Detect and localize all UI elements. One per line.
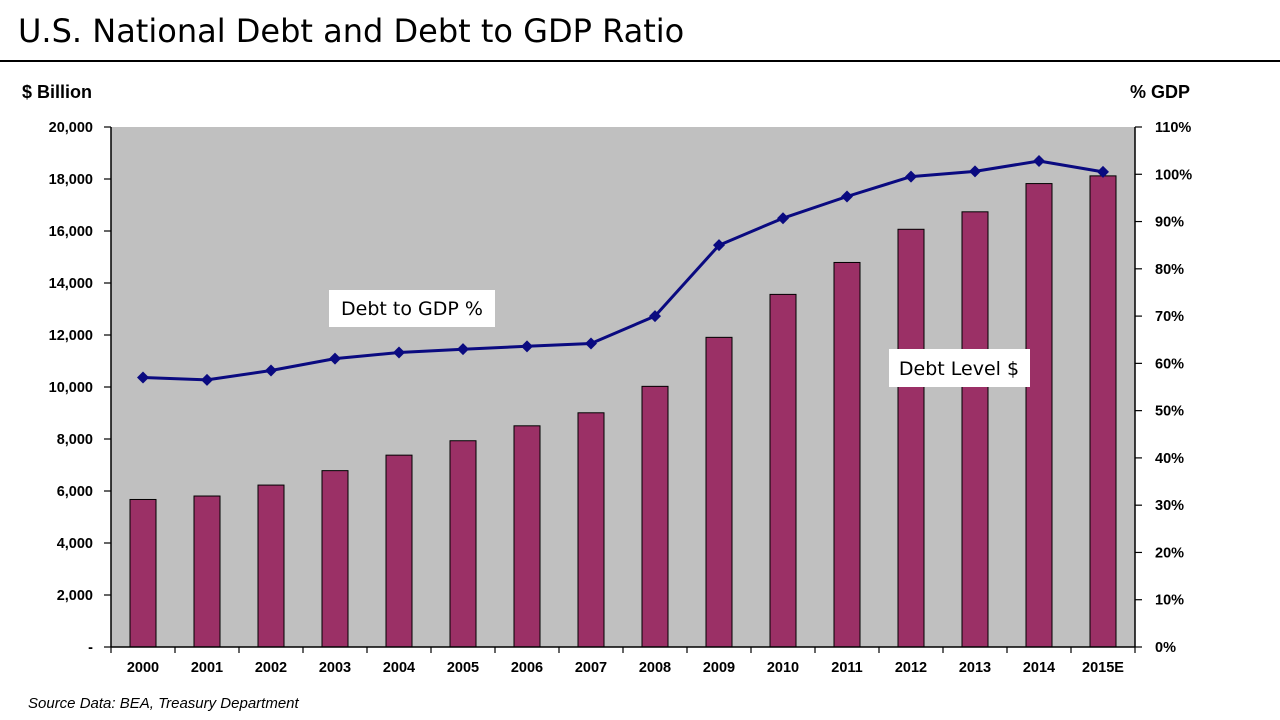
x-tick-label: 2006 — [511, 660, 543, 676]
line-point-2014 — [1033, 155, 1045, 168]
y-right-tick-label: 110% — [1155, 120, 1191, 136]
y-left-tick-label: 20,000 — [49, 120, 93, 136]
chart-title: U.S. National Debt and Debt to GDP Ratio — [18, 12, 685, 50]
y-right-tick-label: 80% — [1155, 262, 1184, 278]
bar-series — [129, 175, 1117, 648]
source-note: Source Data: BEA, Treasury Department — [28, 695, 299, 712]
x-tick-label: 2009 — [703, 660, 735, 676]
line-point-2003 — [329, 352, 341, 365]
bar-2015E — [1089, 175, 1117, 648]
chart: - 2,000 4,000 6,000 8,000 10,000 12,000 14,000 1… — [22, 82, 1193, 676]
y-right-tick-label: 0% — [1155, 640, 1176, 656]
x-tick-label: 2011 — [831, 660, 862, 676]
bar-2003 — [321, 470, 349, 648]
y-left-tick-label: 18,000 — [49, 172, 93, 188]
x-tick-label: 2007 — [575, 660, 607, 676]
y-right-tick-label: 40% — [1155, 451, 1184, 467]
y-left-tick-label: - — [88, 640, 93, 656]
y-left-tick-label: 16,000 — [49, 224, 93, 240]
y-left-tick-label: 4,000 — [57, 536, 93, 552]
x-tick-label: 2004 — [383, 660, 415, 676]
y-right-tick-label: 50% — [1155, 404, 1184, 420]
bar-2014 — [1025, 183, 1053, 648]
line-point-2011 — [841, 190, 853, 203]
bar-2001 — [193, 495, 221, 648]
line-point-2002 — [265, 364, 277, 377]
x-tick-label: 2013 — [959, 660, 991, 676]
bar-2009 — [705, 336, 733, 648]
y-right-tick-label: 10% — [1155, 593, 1184, 609]
title-divider — [0, 60, 1280, 62]
x-tick-label: 2002 — [255, 660, 287, 676]
line-point-2010 — [777, 212, 789, 225]
y-right-tick-label: 70% — [1155, 309, 1184, 325]
callout-box — [329, 290, 495, 327]
bar-2012 — [897, 228, 925, 648]
callout-label: Debt Level $ — [899, 358, 1019, 380]
line-point-2001 — [201, 373, 213, 386]
callout-debt-level: Debt Level $ — [889, 349, 1030, 387]
bar-2005 — [449, 440, 477, 648]
x-tick-label: 2010 — [767, 660, 799, 676]
y-left-tick-label: 14,000 — [49, 276, 93, 292]
y-right-tick-label: 30% — [1155, 498, 1184, 514]
x-tick-label: 2008 — [639, 660, 671, 676]
callout-debt-to-gdp: Debt to GDP % — [329, 290, 495, 327]
bar-2000 — [129, 498, 157, 648]
line-series — [137, 155, 1109, 386]
axes: - 2,000 4,000 6,000 8,000 10,000 12,000 14,000 1… — [49, 120, 1193, 676]
line-point-2005 — [457, 343, 469, 356]
bar-2004 — [385, 454, 413, 648]
line-point-2013 — [969, 165, 981, 178]
line-point-2006 — [521, 340, 533, 353]
line-point-2008 — [649, 310, 661, 323]
bar-2007 — [577, 412, 605, 648]
bar-2013 — [961, 211, 989, 648]
x-tick-label: 2015E — [1082, 660, 1124, 676]
bar-2011 — [833, 261, 861, 648]
y-right-tick-label: 20% — [1155, 545, 1184, 561]
y-left-tick-label: 6,000 — [57, 484, 93, 500]
line-point-2015E — [1097, 165, 1109, 178]
line-point-2012 — [905, 170, 917, 183]
y-left-tick-label: 8,000 — [57, 432, 93, 448]
bar-2010 — [769, 293, 797, 648]
x-tick-label: 2005 — [447, 660, 479, 676]
x-tick-label: 2014 — [1023, 660, 1055, 676]
x-tick-label: 2001 — [191, 660, 223, 676]
y-left-tick-label: 10,000 — [49, 380, 93, 396]
x-tick-label: 2003 — [319, 660, 351, 676]
bar-2006 — [513, 425, 541, 648]
callout-label: Debt to GDP % — [341, 298, 483, 320]
debt-to-gdp-line — [142, 159, 1104, 382]
line-point-2000 — [137, 371, 149, 384]
y-right-tick-label: 90% — [1155, 215, 1184, 231]
y-left-axis-title: $ Billion — [22, 82, 92, 102]
y-right-tick-label: 100% — [1155, 167, 1192, 183]
callout-box — [889, 349, 1030, 387]
x-tick-label: 2012 — [895, 660, 927, 676]
line-point-2009 — [713, 239, 725, 252]
line-point-2007 — [585, 337, 597, 350]
y-right-tick-label: 60% — [1155, 356, 1184, 372]
y-left-tick-label: 2,000 — [57, 588, 93, 604]
line-point-2004 — [393, 346, 405, 359]
bar-2002 — [257, 484, 285, 648]
y-right-axis-title: % GDP — [1130, 82, 1190, 102]
y-left-tick-label: 12,000 — [49, 328, 93, 344]
x-tick-label: 2000 — [127, 660, 159, 676]
bar-2008 — [641, 385, 669, 648]
